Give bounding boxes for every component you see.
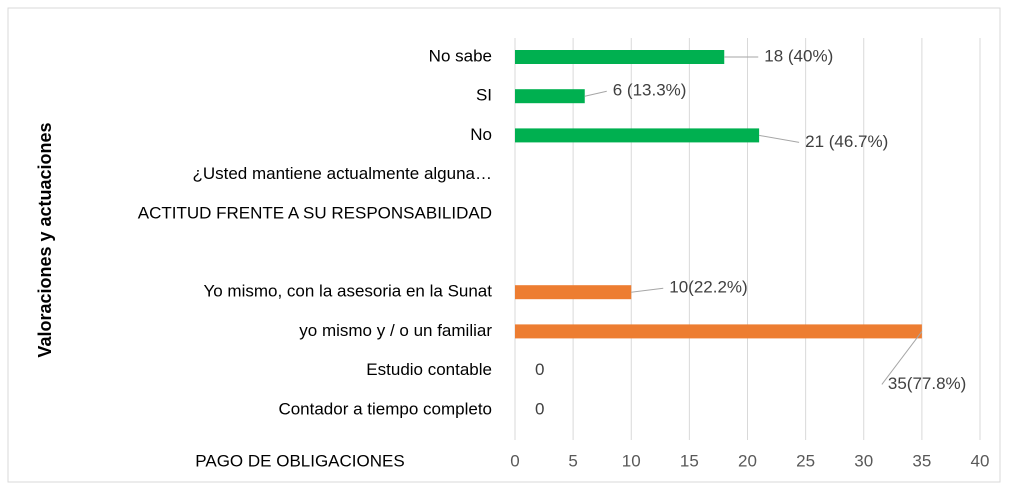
y-tick-label: Estudio contable (366, 360, 492, 379)
x-tick-label: 35 (912, 451, 931, 470)
data-label: 35(77.8%) (888, 374, 966, 393)
data-label: 21 (46.7%) (805, 132, 888, 151)
x-tick-label: 25 (796, 451, 815, 470)
x-tick-label: 20 (738, 451, 757, 470)
group-label: PAGO DE OBLIGACIONES (195, 451, 404, 470)
y-tick-label: SI (476, 86, 492, 105)
y-tick-label: No (470, 125, 492, 144)
leader-line (584, 90, 607, 97)
y-tick-label: ACTITUD FRENTE A SU RESPONSABILIDAD (138, 203, 492, 222)
y-tick-label: ¿Usted mantiene actualmente alguna… (192, 164, 492, 183)
y-tick-label: yo mismo y / o un familiar (299, 321, 492, 340)
bar (515, 128, 760, 143)
bar (515, 89, 585, 104)
y-axis-label: Valoraciones y actuaciones (35, 122, 55, 357)
bar (515, 285, 632, 300)
data-label: 18 (40%) (764, 46, 833, 65)
x-tick-label: 0 (510, 451, 519, 470)
data-label: 0 (535, 399, 544, 418)
y-tick-label: Contador a tiempo completo (278, 399, 492, 418)
x-tick-label: 15 (680, 451, 699, 470)
data-label: 6 (13.3%) (613, 81, 687, 100)
chart-border (7, 7, 1001, 483)
x-tick-label: 10 (622, 451, 641, 470)
leader-line (759, 134, 800, 143)
data-label: 0 (535, 360, 544, 379)
x-tick-label: 5 (568, 451, 577, 470)
bar (515, 50, 725, 64)
x-tick-label: 40 (971, 451, 990, 470)
leader-line (631, 287, 664, 293)
x-tick-label: 30 (854, 451, 873, 470)
y-tick-label: Yo mismo, con la asesoria en la Sunat (203, 282, 492, 301)
y-tick-label: No sabe (429, 46, 492, 65)
leader-line (881, 331, 923, 385)
bar (515, 324, 922, 339)
data-label: 10(22.2%) (669, 278, 747, 297)
